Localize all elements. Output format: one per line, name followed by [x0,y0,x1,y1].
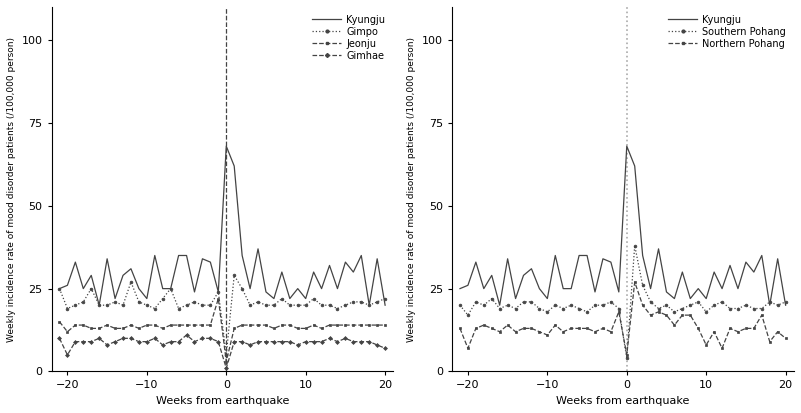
X-axis label: Weeks from earthquake: Weeks from earthquake [155,396,289,406]
Legend: Kyungju, Southern Pohang, Northern Pohang: Kyungju, Southern Pohang, Northern Pohan… [665,12,789,52]
X-axis label: Weeks from earthquake: Weeks from earthquake [556,396,690,406]
Y-axis label: Weekly incidence rate of mood disorder patients (/100,000 person): Weekly incidence rate of mood disorder p… [408,37,417,342]
Y-axis label: Weekly incidence rate of mood disorder patients (/100,000 person): Weekly incidence rate of mood disorder p… [7,37,16,342]
Legend: Kyungju, Gimpo, Jeonju, Gimhae: Kyungju, Gimpo, Jeonju, Gimhae [309,12,388,64]
